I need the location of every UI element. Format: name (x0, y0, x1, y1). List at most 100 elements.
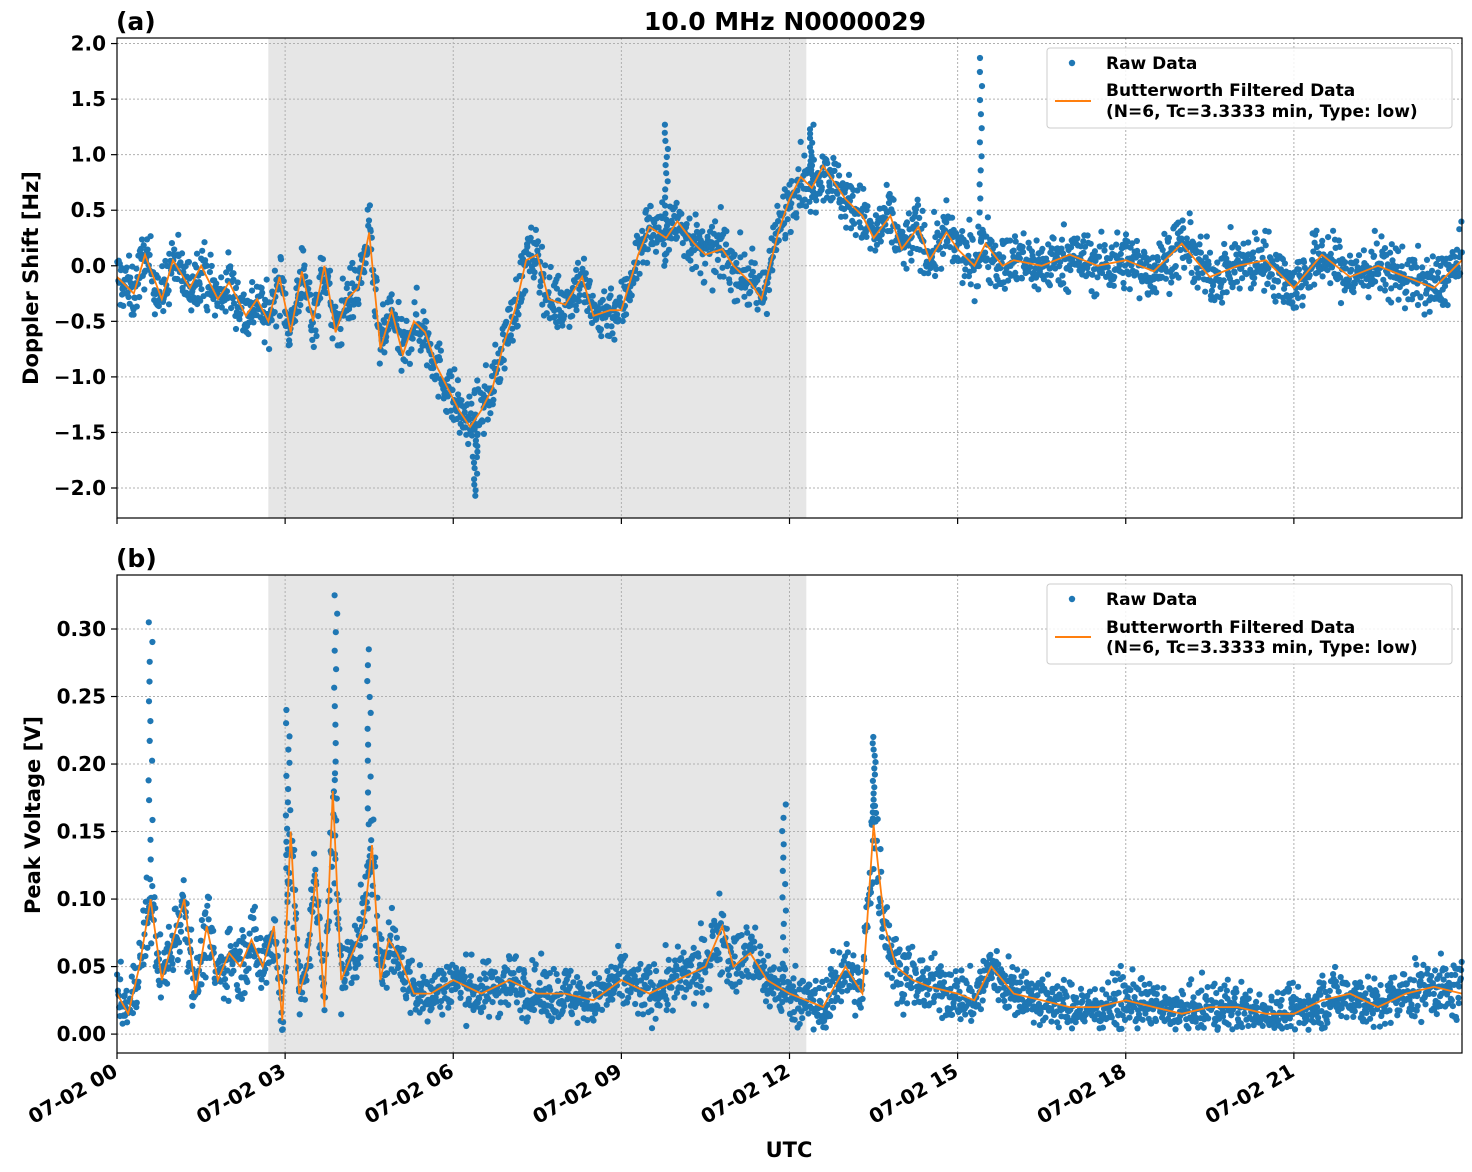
raw-data-point (683, 221, 690, 228)
raw-data-point (1093, 291, 1100, 298)
raw-data-point (699, 228, 706, 235)
raw-data-point (1165, 234, 1172, 241)
raw-data-point (686, 215, 693, 222)
raw-data-point (312, 327, 319, 334)
raw-data-point (1139, 1016, 1146, 1023)
raw-data-point (1245, 1022, 1252, 1029)
raw-data-point (409, 335, 416, 342)
raw-data-point (598, 1006, 606, 1014)
raw-data-point (507, 332, 514, 339)
raw-data-point (331, 770, 339, 777)
raw-data-point (766, 1003, 773, 1010)
raw-data-point (1387, 249, 1394, 256)
raw-data-point (202, 909, 209, 916)
raw-data-point (505, 1001, 512, 1009)
raw-data-point (1419, 264, 1426, 271)
raw-data-point (461, 409, 468, 416)
raw-data-point (207, 251, 214, 258)
raw-data-point (457, 989, 464, 996)
raw-data-point (827, 1012, 834, 1020)
raw-data-point (301, 996, 308, 1003)
raw-data-point (1261, 287, 1268, 294)
raw-data-point (644, 259, 651, 266)
raw-data-point (979, 997, 986, 1004)
raw-data-point (458, 397, 465, 404)
raw-data-point (1371, 252, 1378, 259)
raw-data-point (518, 295, 525, 302)
raw-data-point (722, 241, 730, 248)
raw-data-peak (662, 194, 669, 201)
raw-data-point (573, 266, 580, 273)
raw-data-point (175, 231, 182, 238)
raw-data-point (553, 971, 560, 978)
raw-data-point (674, 943, 682, 950)
raw-data-point (161, 276, 168, 283)
raw-data-point (883, 181, 890, 188)
raw-data-point (524, 243, 531, 250)
raw-data-point (878, 934, 886, 941)
raw-data-point (416, 962, 423, 969)
raw-data-point (810, 1026, 817, 1033)
raw-data-point (714, 256, 722, 263)
raw-data-point (896, 961, 904, 968)
raw-data-point (146, 251, 153, 258)
raw-data-point (1319, 273, 1326, 280)
raw-data-point (1039, 976, 1046, 983)
raw-data-point (519, 991, 526, 998)
raw-data-point (673, 199, 680, 206)
raw-data-point (1001, 285, 1009, 292)
raw-data-point (467, 973, 474, 980)
raw-data-point (1101, 242, 1108, 249)
raw-data-point (1200, 1024, 1207, 1031)
raw-data-point (826, 182, 833, 190)
raw-data-point (1010, 974, 1017, 981)
raw-data-point (637, 960, 644, 968)
raw-data-peak (976, 139, 984, 146)
raw-data-peak (474, 432, 481, 439)
raw-data-point (738, 932, 745, 939)
raw-data-point (126, 252, 133, 259)
raw-data-point (628, 292, 635, 299)
raw-data-point (1120, 279, 1127, 287)
raw-data-point (1264, 280, 1271, 287)
raw-data-point (539, 301, 546, 308)
x-axis-ticks (116, 518, 1295, 524)
raw-data-point (1050, 235, 1057, 242)
raw-data-point (402, 358, 409, 365)
raw-data-point (908, 984, 915, 991)
raw-data-point (1198, 969, 1206, 976)
raw-data-point (1395, 296, 1402, 303)
raw-data-point (921, 221, 928, 229)
raw-data-point (448, 373, 455, 380)
raw-data-peak (470, 459, 478, 466)
raw-data-point (266, 346, 273, 353)
raw-data-point (140, 242, 147, 249)
raw-data-point (1274, 278, 1281, 285)
raw-data-point (908, 257, 915, 264)
raw-data-point (831, 167, 838, 174)
raw-data-point (251, 903, 258, 911)
raw-data-point (1005, 953, 1012, 960)
panel-label: (a) (116, 7, 156, 36)
raw-data-point (165, 287, 172, 294)
raw-data-point (1005, 1003, 1013, 1010)
raw-data-point (1136, 295, 1143, 302)
raw-data-point (198, 286, 205, 293)
raw-data-point (830, 154, 837, 162)
raw-data-point (736, 978, 743, 986)
raw-data-point (373, 277, 380, 284)
raw-data-point (698, 977, 705, 984)
raw-data-point (1117, 962, 1124, 970)
raw-data-point (1134, 1025, 1141, 1032)
raw-data-point (1337, 300, 1345, 307)
raw-data-point (1060, 221, 1067, 228)
raw-data-point (289, 853, 297, 860)
y-tick-label: −2.0 (54, 476, 106, 500)
raw-data-point (824, 160, 831, 167)
raw-data-point (226, 925, 233, 932)
raw-data-point (1417, 294, 1424, 301)
raw-data-point (462, 951, 470, 958)
raw-data-point (625, 994, 632, 1001)
raw-data-point (230, 270, 237, 277)
raw-data-peak (976, 54, 984, 62)
